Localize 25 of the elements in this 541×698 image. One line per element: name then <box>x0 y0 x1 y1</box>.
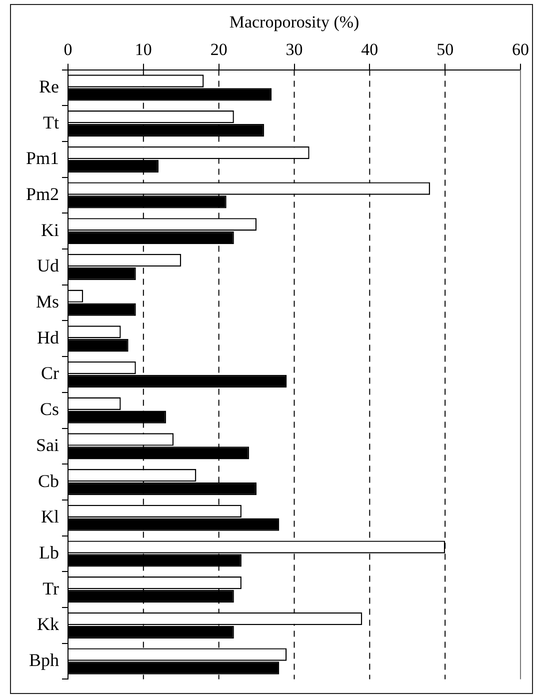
y-tick-label: Re <box>39 76 60 96</box>
y-tick-label: Ms <box>36 292 60 312</box>
y-tick-label: Ud <box>37 256 60 276</box>
x-axis-title: Macroporosity (%) <box>229 12 360 32</box>
y-tick-label: Cb <box>38 470 60 491</box>
y-tick-label: Sai <box>36 434 60 455</box>
y-tick-label: Pm1 <box>26 148 60 168</box>
y-tick-label: Bph <box>28 650 60 670</box>
y-tick-label: Kl <box>41 506 60 527</box>
y-tick-label: Lb <box>39 542 60 562</box>
y-tick-label: Cr <box>41 363 60 384</box>
y-tick-label: Ki <box>41 220 60 240</box>
y-tick-label: Pm2 <box>26 184 60 204</box>
x-tick-label: 50 <box>436 40 454 60</box>
x-tick-label: 0 <box>64 40 72 60</box>
y-tick-label: Kk <box>37 614 60 634</box>
y-tick-label: Tr <box>42 578 60 598</box>
x-tick-label: 10 <box>134 40 152 60</box>
x-tick-label: 30 <box>286 40 303 60</box>
x-tick-label: 20 <box>210 40 228 60</box>
y-tick-label: Tt <box>43 112 60 132</box>
y-tick-label: Cs <box>40 399 60 420</box>
y-tick-label: Hd <box>37 327 60 348</box>
x-tick-label: 40 <box>361 40 378 60</box>
x-tick-label: 60 <box>512 40 529 60</box>
